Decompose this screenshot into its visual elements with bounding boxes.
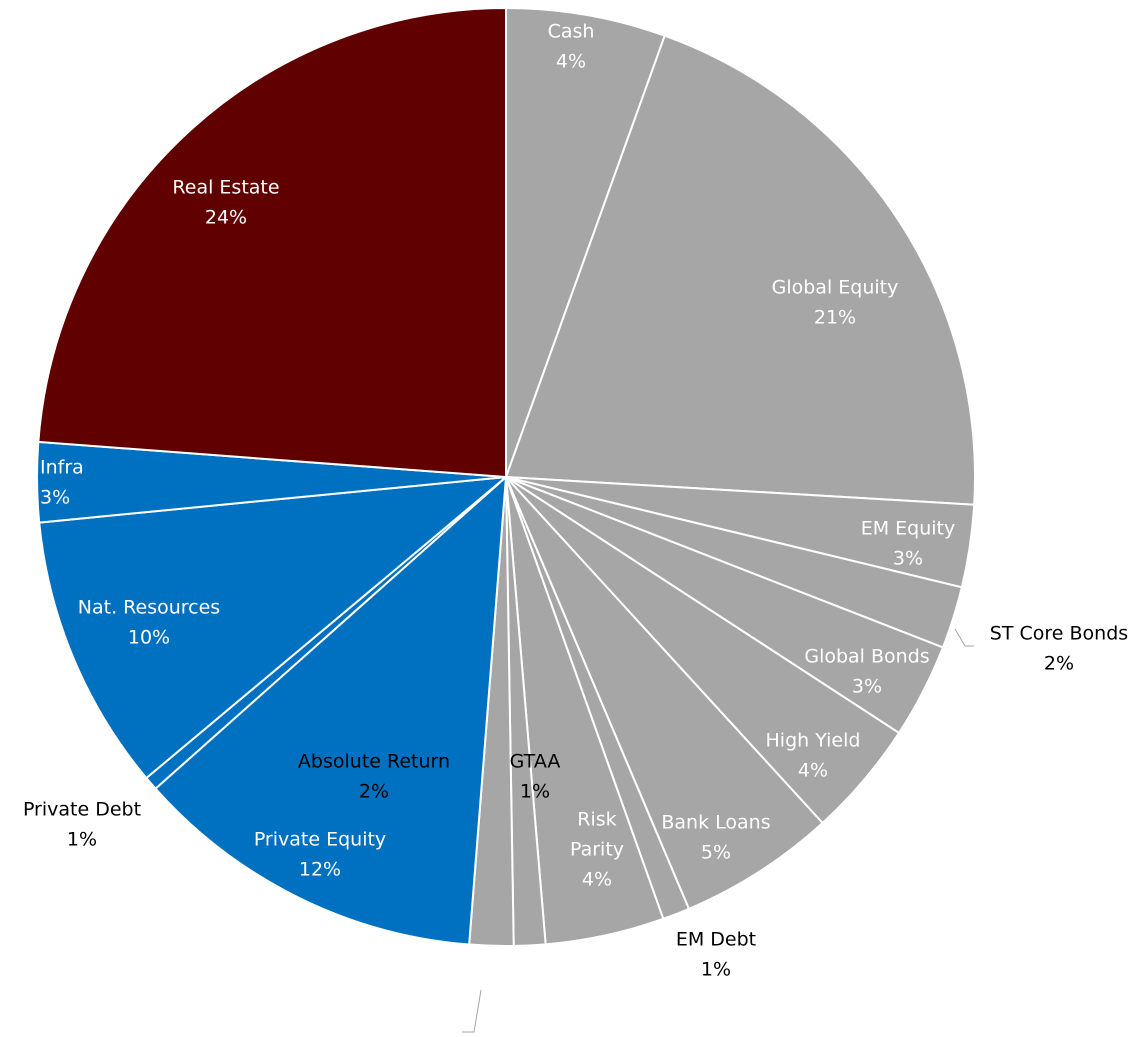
leader-lines — [462, 628, 974, 1033]
slice-label-st-core-bonds: ST Core Bonds 2% — [990, 623, 1128, 675]
pie-slice-nat-resources — [38, 476, 507, 780]
pie-slice-bank-loans — [505, 476, 824, 910]
leader-line-st-core-bonds — [954, 628, 974, 647]
leader-line-absolute-return — [462, 989, 482, 1033]
slice-label-risk-parity: Risk Parity 4% — [570, 809, 624, 891]
slice-labels: Cash 4% Global Equity 21% EM Equity 3% ST Core… — [23, 21, 1128, 981]
slice-label-cash: Cash 4% — [548, 21, 595, 73]
slice-label-high-yield: High Yield 4% — [766, 730, 861, 782]
slice-label-nat-resources: Nat. Resources 10% — [78, 597, 220, 649]
slice-label-infra: Infra 3% — [40, 457, 84, 509]
pie-slice-private-equity — [154, 476, 507, 946]
pie-slice-global-equity — [505, 34, 976, 506]
slice-label-em-debt: EM Debt 1% — [676, 929, 756, 981]
slice-label-absolute-return: Absolute Return 2% — [298, 751, 450, 803]
slice-label-em-equity: EM Equity 3% — [861, 518, 956, 570]
slice-label-private-equity: Private Equity 12% — [254, 829, 386, 881]
slice-label-real-estate: Real Estate 24% — [172, 177, 279, 229]
pie-slice-real-estate — [37, 7, 507, 478]
pie-slice-cash — [505, 7, 666, 478]
slice-label-global-equity: Global Equity 21% — [772, 277, 899, 329]
slice-label-gtaa: GTAA 1% — [510, 751, 561, 803]
slice-label-bank-loans: Bank Loans 5% — [661, 812, 770, 864]
slice-label-global-bonds: Global Bonds 3% — [804, 646, 929, 698]
slice-label-private-debt: Private Debt 1% — [23, 799, 141, 851]
pie-slices — [36, 7, 976, 947]
